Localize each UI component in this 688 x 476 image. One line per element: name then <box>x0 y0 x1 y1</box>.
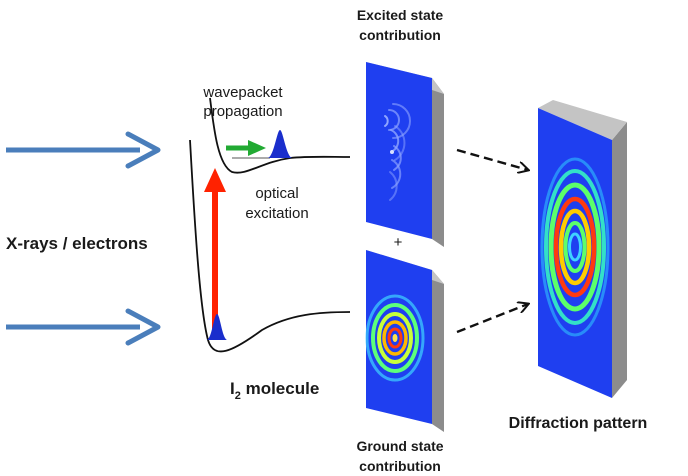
diffraction-pattern-panel <box>538 100 627 398</box>
ground-wavepacket <box>207 314 227 340</box>
excited-state-potential-curve <box>209 97 351 174</box>
dashed-arrow-bottom <box>456 304 528 334</box>
ground-state-title-line1: Ground state <box>356 438 443 454</box>
ground-state-potential-curve <box>189 139 351 353</box>
excited-wavepacket <box>268 130 292 158</box>
excited-state-title-line1: Excited state <box>357 7 444 23</box>
excited-state-panel <box>366 62 444 247</box>
molecule-label: I2 molecule <box>230 379 319 402</box>
incoming-beam-arrow-top <box>6 131 161 169</box>
optical-excitation-label-line2: excitation <box>245 205 308 222</box>
wavepacket-label-line2: propagation <box>203 103 282 120</box>
wavepacket-label-line1: wavepacket <box>202 84 283 101</box>
ground-state-panel <box>365 250 444 432</box>
dashed-arrow-top <box>456 148 528 170</box>
excited-state-title-line2: contribution <box>359 27 441 43</box>
ground-state-title-line2: contribution <box>359 458 441 474</box>
optical-excitation-arrow <box>204 168 226 330</box>
propagation-arrow <box>226 140 266 156</box>
plus-sign: + <box>394 234 403 251</box>
diffraction-pattern-label: Diffraction pattern <box>509 415 648 432</box>
incoming-beam-arrow-bottom <box>6 308 161 346</box>
xrays-label: X-rays / electrons <box>6 234 148 253</box>
optical-excitation-label-line1: optical <box>255 185 298 202</box>
